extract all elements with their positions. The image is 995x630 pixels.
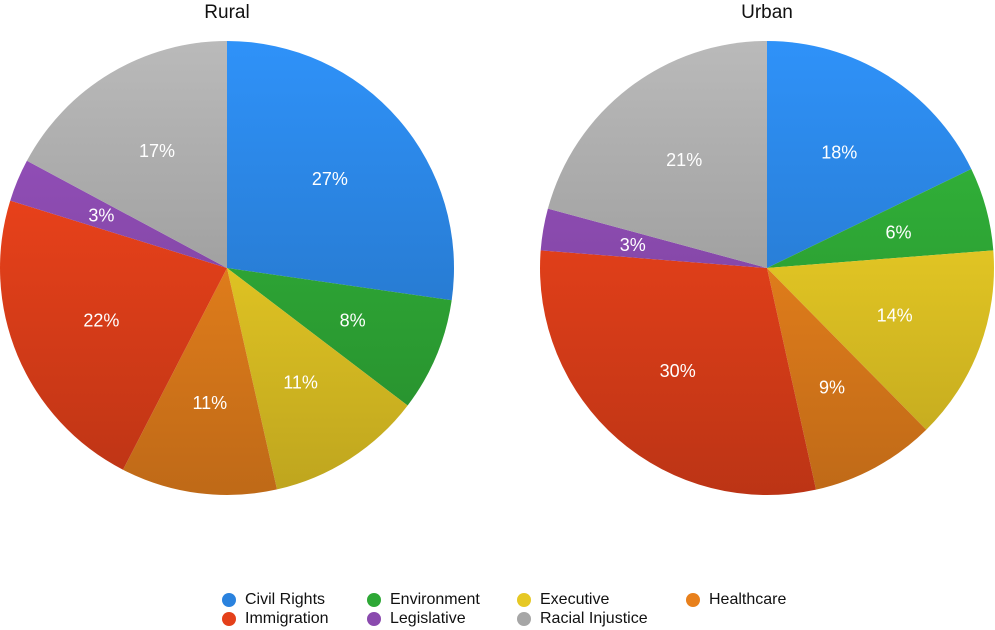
rural-slice-civil-rights[interactable]	[227, 41, 455, 301]
urban-label-healthcare: 9%	[819, 378, 845, 398]
legend-item-civil-rights[interactable]: Civil Rights	[222, 590, 325, 610]
urban-slice-civil-rights[interactable]	[767, 41, 972, 268]
rural-slice-executive[interactable]	[227, 268, 408, 490]
rural-slice-racial-injustice[interactable]	[26, 41, 227, 268]
legend-swatch-healthcare	[686, 593, 700, 607]
legend-label-legislative: Legislative	[390, 610, 466, 627]
urban-label-environment: 6%	[885, 222, 911, 242]
rural-chart-title: Rural	[204, 2, 249, 23]
urban-pie-chart: 18% 6% 14% 9% 30% 3% 21% Urban	[540, 2, 994, 495]
urban-chart-title: Urban	[741, 2, 793, 23]
legend-swatch-executive	[517, 593, 531, 607]
urban-slice-healthcare[interactable]	[767, 268, 927, 490]
rural-label-executive: 11%	[283, 373, 318, 393]
rural-label-immigration: 22%	[83, 311, 119, 331]
rural-label-healthcare: 11%	[192, 393, 227, 413]
urban-slice-executive[interactable]	[767, 250, 994, 430]
urban-label-executive: 14%	[877, 306, 913, 326]
legend-swatch-environment	[367, 593, 381, 607]
urban-label-immigration: 30%	[660, 361, 696, 381]
rural-slice-immigration[interactable]	[0, 200, 227, 470]
urban-label-legislative: 3%	[620, 235, 646, 255]
urban-slice-environment[interactable]	[767, 169, 994, 268]
legend-item-healthcare[interactable]: Healthcare	[686, 590, 786, 610]
legend-label-civil-rights: Civil Rights	[245, 591, 326, 608]
urban-label-racial-injustice: 21%	[666, 150, 702, 170]
rural-pie-chart: 27% 8% 11% 11% 22% 3% 17% Rural	[0, 2, 455, 495]
rural-label-racial-injustice: 17%	[139, 141, 175, 161]
rural-label-environment: 8%	[340, 311, 366, 331]
legend-swatch-immigration	[222, 612, 236, 626]
urban-label-civil-rights: 18%	[821, 143, 857, 163]
rural-slice-healthcare[interactable]	[122, 268, 278, 495]
legend-label-racial-injustice: Racial Injustice	[540, 610, 648, 627]
rural-slice-legislative[interactable]	[10, 160, 227, 268]
legend-swatch-legislative	[367, 612, 381, 626]
legend-swatch-civil-rights	[222, 593, 236, 607]
rural-slice-environment[interactable]	[227, 268, 452, 406]
urban-slice-racial-injustice[interactable]	[547, 41, 767, 268]
legend-label-environment: Environment	[390, 591, 480, 608]
legend-item-environment[interactable]: Environment	[367, 590, 480, 610]
rural-label-legislative: 3%	[88, 205, 114, 225]
legend-label-executive: Executive	[540, 591, 610, 608]
legend-item-executive[interactable]: Executive	[517, 590, 609, 610]
legend-item-immigration[interactable]: Immigration	[222, 609, 329, 629]
legend-item-legislative[interactable]: Legislative	[367, 609, 466, 629]
legend-label-immigration: Immigration	[245, 610, 329, 627]
urban-slice-legislative[interactable]	[540, 208, 767, 268]
rural-label-civil-rights: 27%	[312, 169, 348, 189]
legend-item-racial-injustice[interactable]: Racial Injustice	[517, 609, 648, 629]
urban-slice-immigration[interactable]	[540, 250, 817, 495]
legend-label-healthcare: Healthcare	[709, 591, 787, 608]
legend-swatch-racial-injustice	[517, 612, 531, 626]
